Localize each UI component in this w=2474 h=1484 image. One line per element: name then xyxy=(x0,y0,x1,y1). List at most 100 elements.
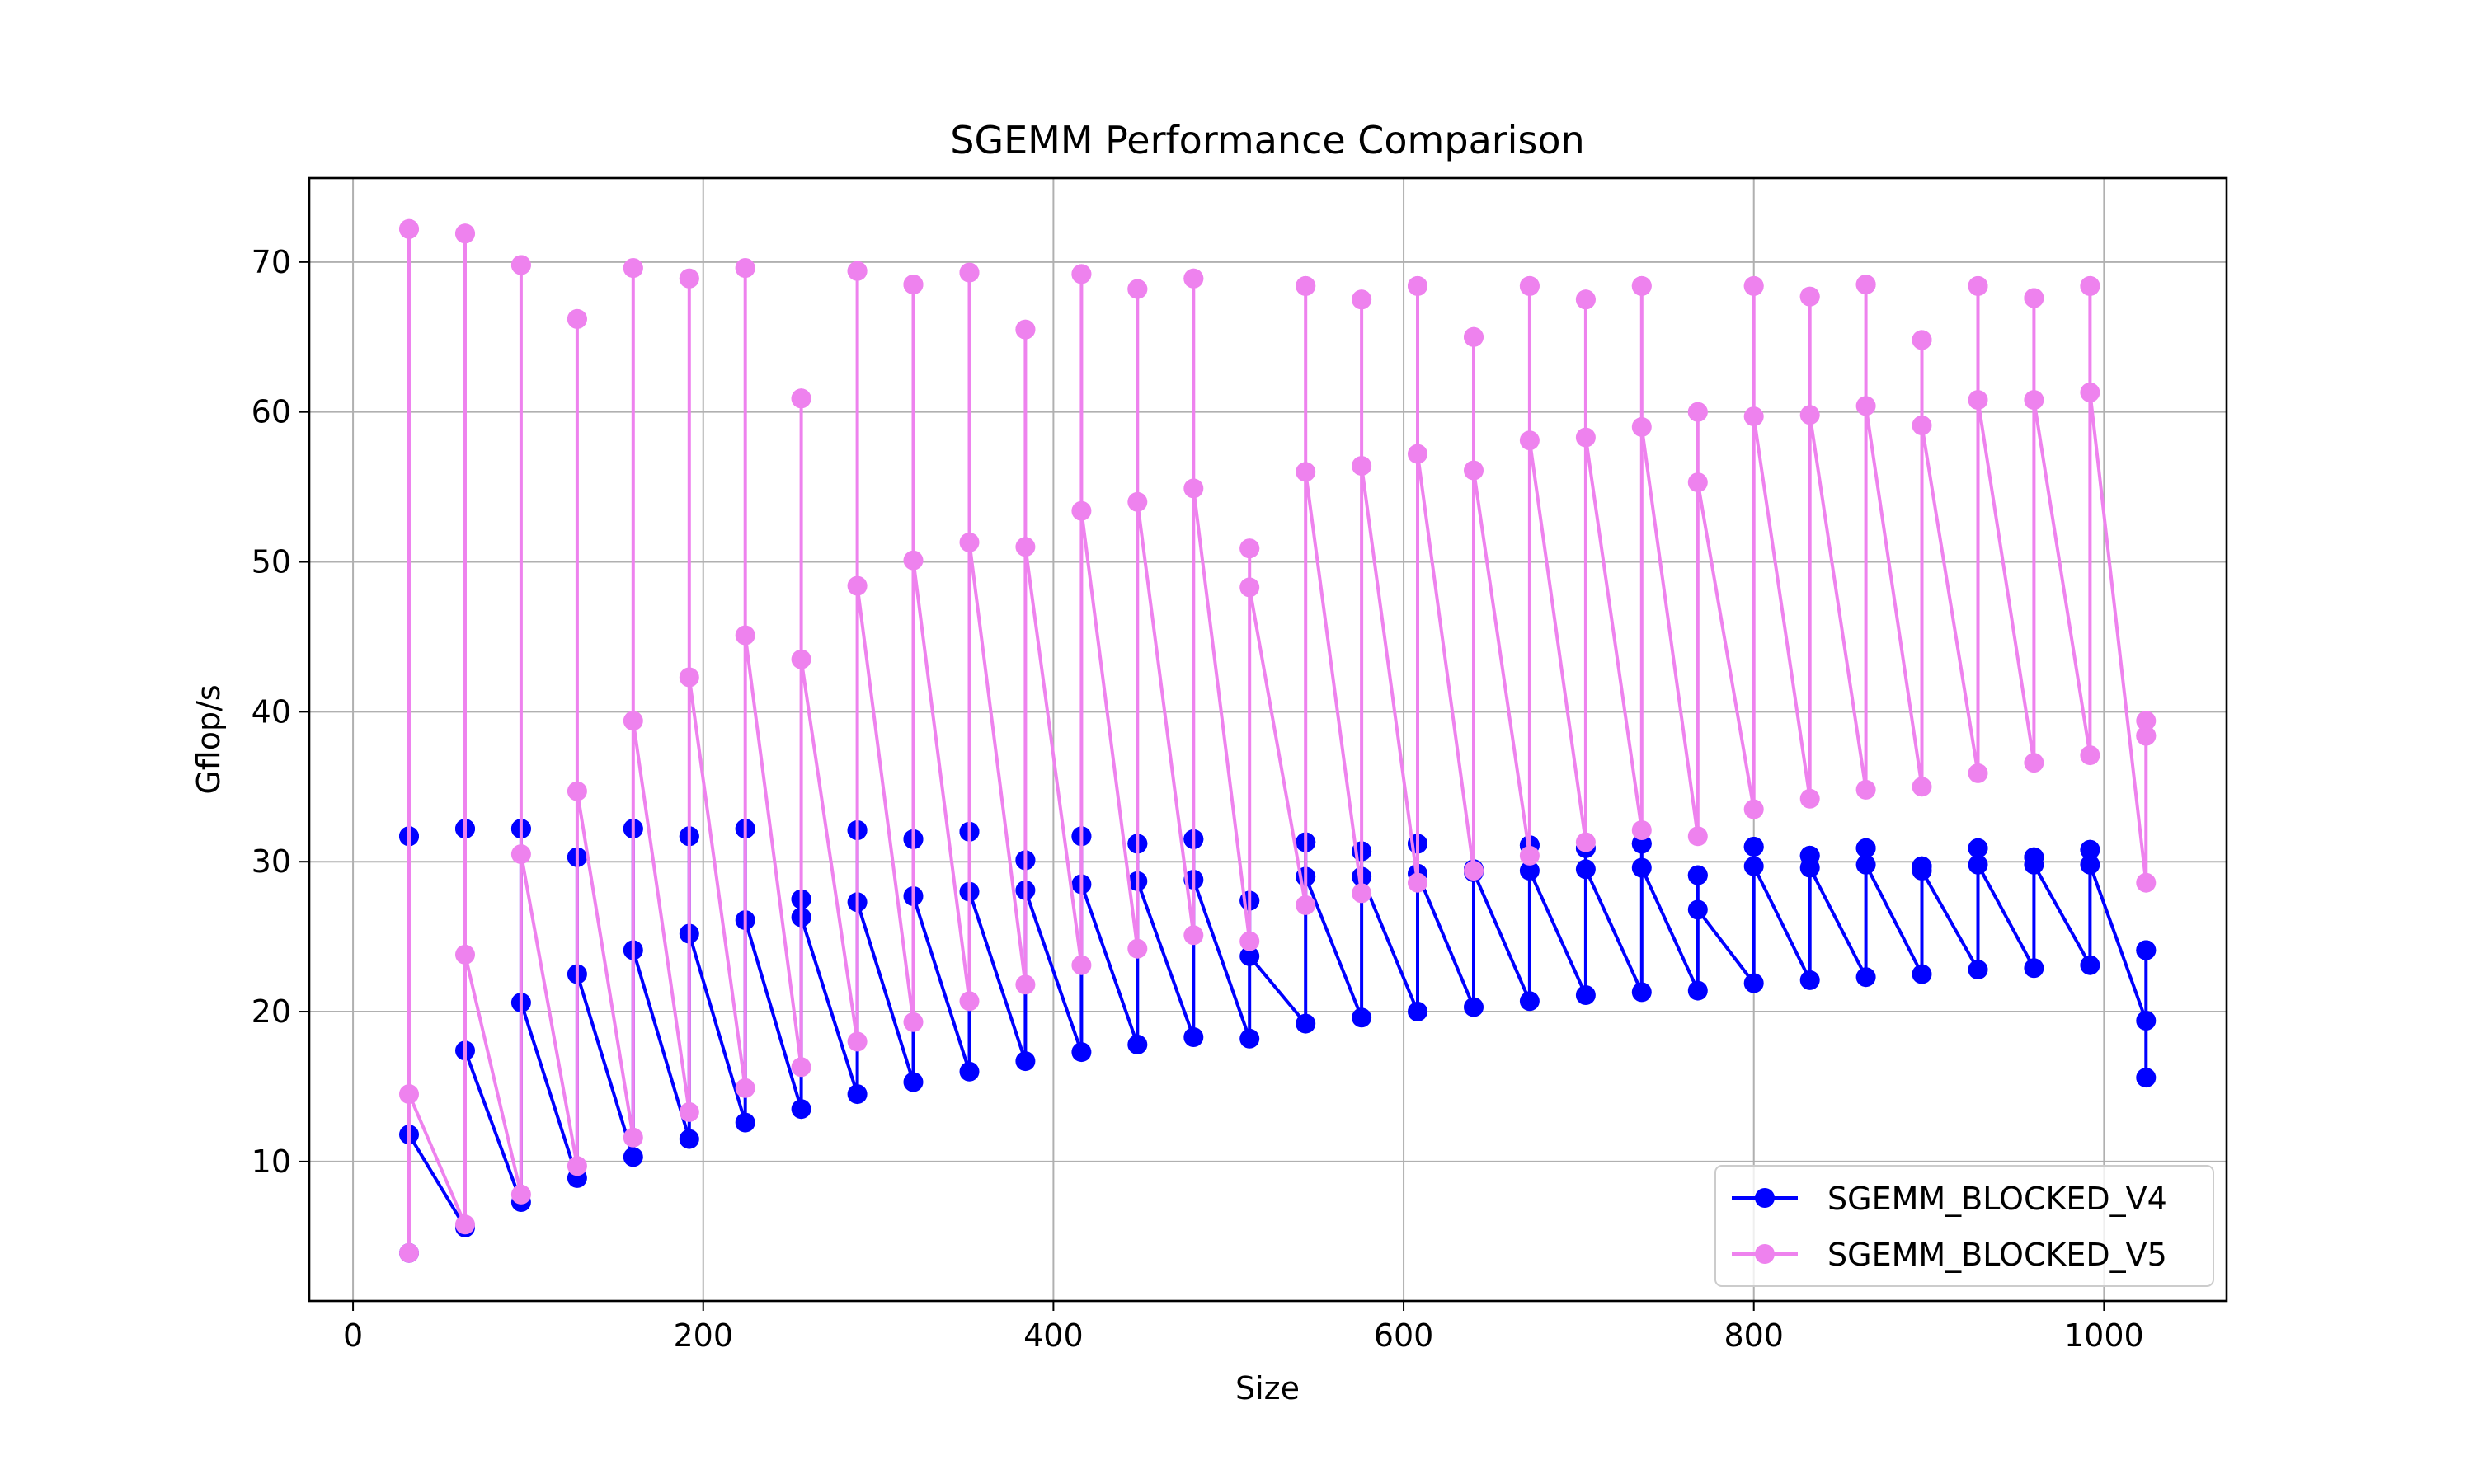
data-point xyxy=(455,1214,475,1235)
data-point xyxy=(1015,537,1036,557)
data-point xyxy=(847,261,868,281)
data-point xyxy=(1575,289,1596,310)
legend-marker-v4 xyxy=(1755,1188,1775,1208)
data-point xyxy=(1519,430,1540,451)
series-2 xyxy=(399,218,2157,1263)
data-point xyxy=(1912,861,1932,881)
data-point xyxy=(455,223,475,244)
data-point xyxy=(791,388,811,409)
data-point xyxy=(1743,837,1764,857)
data-point xyxy=(623,711,643,731)
data-point xyxy=(1183,478,1204,499)
data-point xyxy=(735,1078,755,1098)
data-point xyxy=(1856,779,1876,800)
data-point xyxy=(1352,1007,1372,1028)
data-point xyxy=(1071,955,1092,975)
x-tick-label: 200 xyxy=(673,1317,733,1354)
data-point xyxy=(1968,275,1988,296)
plot-area xyxy=(309,178,2227,1301)
data-point xyxy=(623,1147,643,1167)
plot-frame xyxy=(308,176,2228,1303)
data-point xyxy=(1015,974,1036,995)
data-point xyxy=(1912,964,1932,984)
data-point xyxy=(2136,872,2157,893)
data-point xyxy=(1743,973,1764,993)
data-point xyxy=(679,1101,699,1122)
y-tick-label: 30 xyxy=(252,843,291,880)
data-point xyxy=(1408,444,1427,464)
data-point xyxy=(1015,319,1036,340)
data-point xyxy=(1631,834,1652,854)
data-point xyxy=(1352,883,1372,904)
data-point xyxy=(510,844,531,865)
data-point xyxy=(1856,967,1876,988)
legend-box xyxy=(1714,1165,2214,1287)
data-point xyxy=(2024,958,2044,979)
x-tick-label: 800 xyxy=(1724,1317,1784,1354)
data-point xyxy=(1071,1042,1092,1063)
data-point xyxy=(1631,275,1652,296)
data-point xyxy=(2024,390,2044,411)
data-point xyxy=(1464,861,1484,881)
series-line xyxy=(407,227,2148,1253)
data-point xyxy=(1239,577,1260,598)
data-point xyxy=(847,1031,868,1052)
x-tick-label: 600 xyxy=(1374,1317,1434,1354)
data-point xyxy=(679,268,699,289)
data-point xyxy=(1856,396,1876,416)
data-point xyxy=(847,1084,868,1105)
x-tick-label: 400 xyxy=(1023,1317,1084,1354)
data-point xyxy=(1127,1035,1148,1054)
data-point xyxy=(791,1099,811,1120)
y-tick-label: 60 xyxy=(252,394,291,430)
data-point xyxy=(1183,925,1204,946)
data-point xyxy=(1912,416,1932,435)
legend-marker-v5 xyxy=(1755,1244,1775,1264)
data-point xyxy=(2024,288,2044,308)
data-point xyxy=(1687,865,1708,885)
y-axis-label: Gflop/s xyxy=(190,684,227,794)
data-point xyxy=(1856,275,1876,295)
data-point xyxy=(1968,390,1988,411)
data-point xyxy=(1687,472,1708,493)
data-point xyxy=(2024,753,2044,773)
data-point xyxy=(1575,427,1596,448)
data-point xyxy=(1296,895,1316,915)
data-point xyxy=(1519,861,1540,881)
data-point xyxy=(623,258,643,279)
data-point xyxy=(903,1012,924,1032)
data-point xyxy=(1127,938,1148,959)
x-tick-label: 0 xyxy=(343,1317,363,1354)
data-point xyxy=(1968,854,1988,875)
data-point xyxy=(903,275,924,295)
data-point xyxy=(1464,326,1484,347)
grid-lines xyxy=(309,178,2227,1301)
data-point xyxy=(1519,845,1540,866)
data-point xyxy=(2024,854,2044,875)
legend-label-v4: SGEMM_BLOCKED_V4 xyxy=(1827,1181,2167,1217)
y-tick-label: 10 xyxy=(252,1144,291,1180)
data-point xyxy=(679,667,699,688)
x-axis-label: Size xyxy=(1235,1370,1300,1407)
data-point xyxy=(1575,859,1596,880)
data-point xyxy=(1183,268,1204,289)
data-point xyxy=(1408,1002,1427,1021)
data-point xyxy=(2080,839,2100,860)
data-point xyxy=(1968,960,1988,980)
data-point xyxy=(1408,872,1427,893)
data-point xyxy=(1575,985,1596,1005)
data-point xyxy=(623,1127,643,1148)
data-point xyxy=(1856,838,1876,858)
data-point xyxy=(2136,726,2157,746)
data-point xyxy=(455,944,475,965)
data-point xyxy=(1631,416,1652,437)
data-point xyxy=(1015,1051,1036,1072)
data-point xyxy=(959,991,980,1012)
data-point xyxy=(510,255,531,275)
legend: SGEMM_BLOCKED_V4 SGEMM_BLOCKED_V5 xyxy=(1714,1165,2214,1287)
data-point xyxy=(2136,940,2157,960)
data-point xyxy=(735,258,755,279)
data-point xyxy=(1127,491,1148,512)
data-point xyxy=(1968,763,1988,783)
